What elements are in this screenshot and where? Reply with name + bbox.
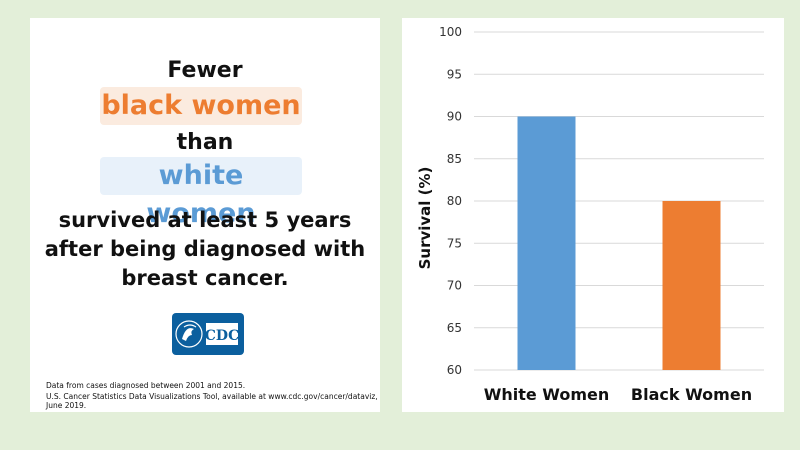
x-category-label: White Women: [484, 385, 610, 404]
y-tick-label: 60: [447, 363, 462, 377]
y-axis-ticks: 60 65 70 75 80 85 90 95 100: [439, 25, 462, 377]
x-axis-categories: White Women Black Women: [484, 385, 752, 404]
y-tick-label: 80: [447, 194, 462, 208]
y-tick-label: 70: [447, 279, 462, 293]
headline-fewer: Fewer: [167, 58, 243, 83]
highlight-white-women: white women: [100, 157, 302, 229]
y-tick-label: 90: [447, 110, 462, 124]
chart-bars: [517, 116, 721, 370]
y-tick-label: 100: [439, 25, 462, 39]
headline-than: than: [176, 130, 234, 155]
cdc-logo-text: CDC: [205, 328, 239, 344]
y-tick-label: 65: [447, 321, 462, 335]
chart-panel: 60 65 70 75 80 85 90 95 100 White Women Black Wom…: [402, 18, 784, 412]
bar-white-women: [517, 116, 576, 370]
footnote-data-source: Data from cases diagnosed between 2001 a…: [46, 381, 246, 390]
bar-black-women: [662, 201, 721, 370]
highlight-black-women: black women: [100, 87, 302, 125]
infographic-panel: Fewer black women than white women survi…: [30, 18, 380, 412]
y-tick-label: 95: [447, 67, 462, 81]
x-category-label: Black Women: [631, 385, 752, 404]
y-tick-label: 85: [447, 152, 462, 166]
footnote-citation: U.S. Cancer Statistics Data Visualizatio…: [46, 392, 378, 410]
headline-body: survived at least 5 years after being di…: [44, 208, 366, 290]
y-axis-label: Survival (%): [416, 167, 434, 270]
bar-chart: 60 65 70 75 80 85 90 95 100 White Women Black Wom…: [416, 25, 764, 404]
y-tick-label: 75: [447, 236, 462, 250]
cdc-logo: CDC: [172, 313, 244, 355]
